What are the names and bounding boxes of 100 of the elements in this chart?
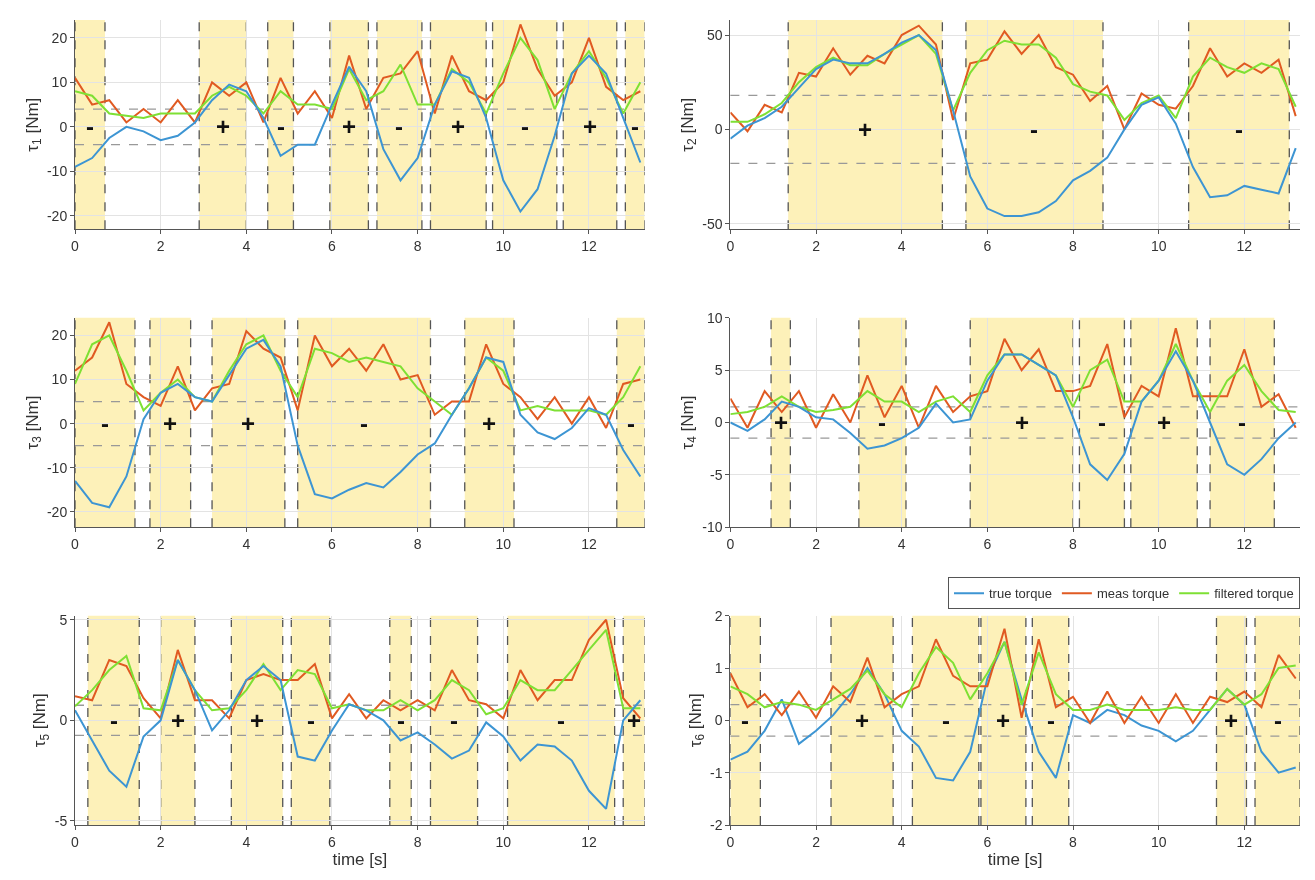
band-label: - bbox=[557, 707, 565, 734]
band-label: - bbox=[631, 113, 639, 140]
y-tick-label: 0 bbox=[59, 415, 68, 432]
y-tick-label: -10 bbox=[46, 163, 68, 180]
band-label: + bbox=[163, 410, 178, 437]
x-tick-label: 10 bbox=[495, 238, 512, 255]
band-label: + bbox=[855, 707, 870, 734]
band-label: - bbox=[1274, 707, 1282, 734]
band-label: + bbox=[1015, 409, 1030, 436]
x-tick-label: 6 bbox=[328, 238, 337, 255]
x-tick-label: 2 bbox=[812, 833, 821, 850]
band-label: - bbox=[395, 113, 403, 140]
y-tick-label: -10 bbox=[702, 519, 723, 536]
legend-label: filtered torque bbox=[1214, 586, 1294, 602]
x-tick-label: 0 bbox=[726, 833, 735, 850]
y-tick-label: -5 bbox=[710, 466, 723, 483]
x-tick-label: 0 bbox=[726, 238, 735, 255]
y-tick-label: 0 bbox=[714, 121, 723, 138]
band-label: + bbox=[627, 707, 642, 734]
x-tick-label: 10 bbox=[495, 833, 512, 850]
x-tick-label: 6 bbox=[328, 833, 337, 850]
x-tick-label: 12 bbox=[1236, 238, 1253, 255]
x-tick-label: 12 bbox=[1236, 833, 1253, 850]
y-tick-label: -1 bbox=[710, 764, 723, 781]
y-tick-label: -20 bbox=[46, 503, 68, 520]
x-tick-label: 4 bbox=[242, 238, 251, 255]
x-tick-label: 4 bbox=[242, 833, 251, 850]
line-series bbox=[730, 34, 1297, 218]
y-tick-label: 20 bbox=[51, 29, 68, 46]
x-tick-label: 6 bbox=[983, 535, 992, 552]
x-tick-label: 10 bbox=[1150, 238, 1167, 255]
x-tick-label: 0 bbox=[71, 535, 80, 552]
y-tick-label: 10 bbox=[51, 74, 68, 91]
legend-label: meas torque bbox=[1096, 586, 1170, 602]
line-series bbox=[75, 54, 642, 213]
band-label: + bbox=[216, 113, 231, 140]
x-tick-label: 4 bbox=[897, 833, 906, 850]
x-tick-label: 0 bbox=[71, 833, 80, 850]
x-tick-label: 8 bbox=[1069, 535, 1078, 552]
band-label: - bbox=[86, 113, 94, 140]
y-tick-label: 5 bbox=[714, 362, 723, 379]
x-tick-label: 4 bbox=[897, 535, 906, 552]
band-label: + bbox=[451, 113, 466, 140]
band-label: - bbox=[942, 707, 950, 734]
band-label: - bbox=[521, 113, 529, 140]
x-tick-label: 0 bbox=[71, 238, 80, 255]
band-label: - bbox=[1235, 116, 1243, 143]
y-tick-label: 20 bbox=[51, 327, 68, 344]
y-tick-label: 0 bbox=[59, 118, 68, 135]
band-label: + bbox=[583, 113, 598, 140]
x-axis-title: time [s] bbox=[987, 849, 1043, 869]
x-tick-label: 2 bbox=[156, 238, 165, 255]
band-label: - bbox=[450, 707, 458, 734]
y-tick-label: 10 bbox=[707, 309, 723, 326]
line-series bbox=[730, 327, 1297, 429]
band-label: - bbox=[1098, 409, 1106, 436]
x-tick-label: 6 bbox=[983, 833, 992, 850]
line-series bbox=[730, 640, 1297, 711]
x-tick-label: 8 bbox=[413, 535, 422, 552]
x-tick-label: 2 bbox=[812, 238, 821, 255]
line-series bbox=[730, 343, 1297, 416]
band-label: + bbox=[171, 707, 186, 734]
x-tick-label: 10 bbox=[495, 535, 512, 552]
y-tick-label: -20 bbox=[46, 207, 68, 224]
x-tick-label: 2 bbox=[156, 535, 165, 552]
x-tick-label: 12 bbox=[581, 833, 597, 850]
band-label: - bbox=[277, 113, 285, 140]
band-label: + bbox=[241, 410, 256, 437]
y-tick-label: -50 bbox=[702, 215, 723, 232]
band-label: - bbox=[360, 410, 368, 437]
x-axis-title: time [s] bbox=[332, 849, 388, 869]
band-label: + bbox=[482, 410, 497, 437]
x-tick-label: 10 bbox=[1150, 833, 1167, 850]
y-tick-label: 0 bbox=[59, 712, 68, 729]
band-label: + bbox=[250, 707, 265, 734]
x-tick-label: 2 bbox=[156, 833, 165, 850]
band-label: - bbox=[627, 410, 635, 437]
band-label: - bbox=[307, 707, 315, 734]
band-label: + bbox=[858, 116, 873, 143]
y-tick-label: 10 bbox=[51, 371, 68, 388]
x-tick-label: 4 bbox=[242, 535, 251, 552]
legend-label: true torque bbox=[989, 586, 1052, 602]
line-series bbox=[75, 658, 642, 810]
line-series bbox=[730, 350, 1297, 482]
band-label: - bbox=[397, 707, 405, 734]
band-label: - bbox=[101, 410, 109, 437]
x-tick-label: 8 bbox=[1069, 833, 1078, 850]
x-tick-label: 6 bbox=[983, 238, 992, 255]
band-label: - bbox=[741, 707, 749, 734]
line-series bbox=[75, 321, 642, 430]
line-series bbox=[75, 338, 642, 509]
x-tick-label: 4 bbox=[897, 238, 906, 255]
x-tick-label: 0 bbox=[726, 535, 735, 552]
band-label: + bbox=[1157, 409, 1172, 436]
x-tick-label: 10 bbox=[1150, 535, 1167, 552]
line-series bbox=[75, 334, 642, 416]
x-tick-label: 8 bbox=[413, 833, 422, 850]
y-tick-label: -5 bbox=[54, 812, 68, 829]
band-label: + bbox=[774, 409, 789, 436]
band-label: - bbox=[1238, 409, 1246, 436]
